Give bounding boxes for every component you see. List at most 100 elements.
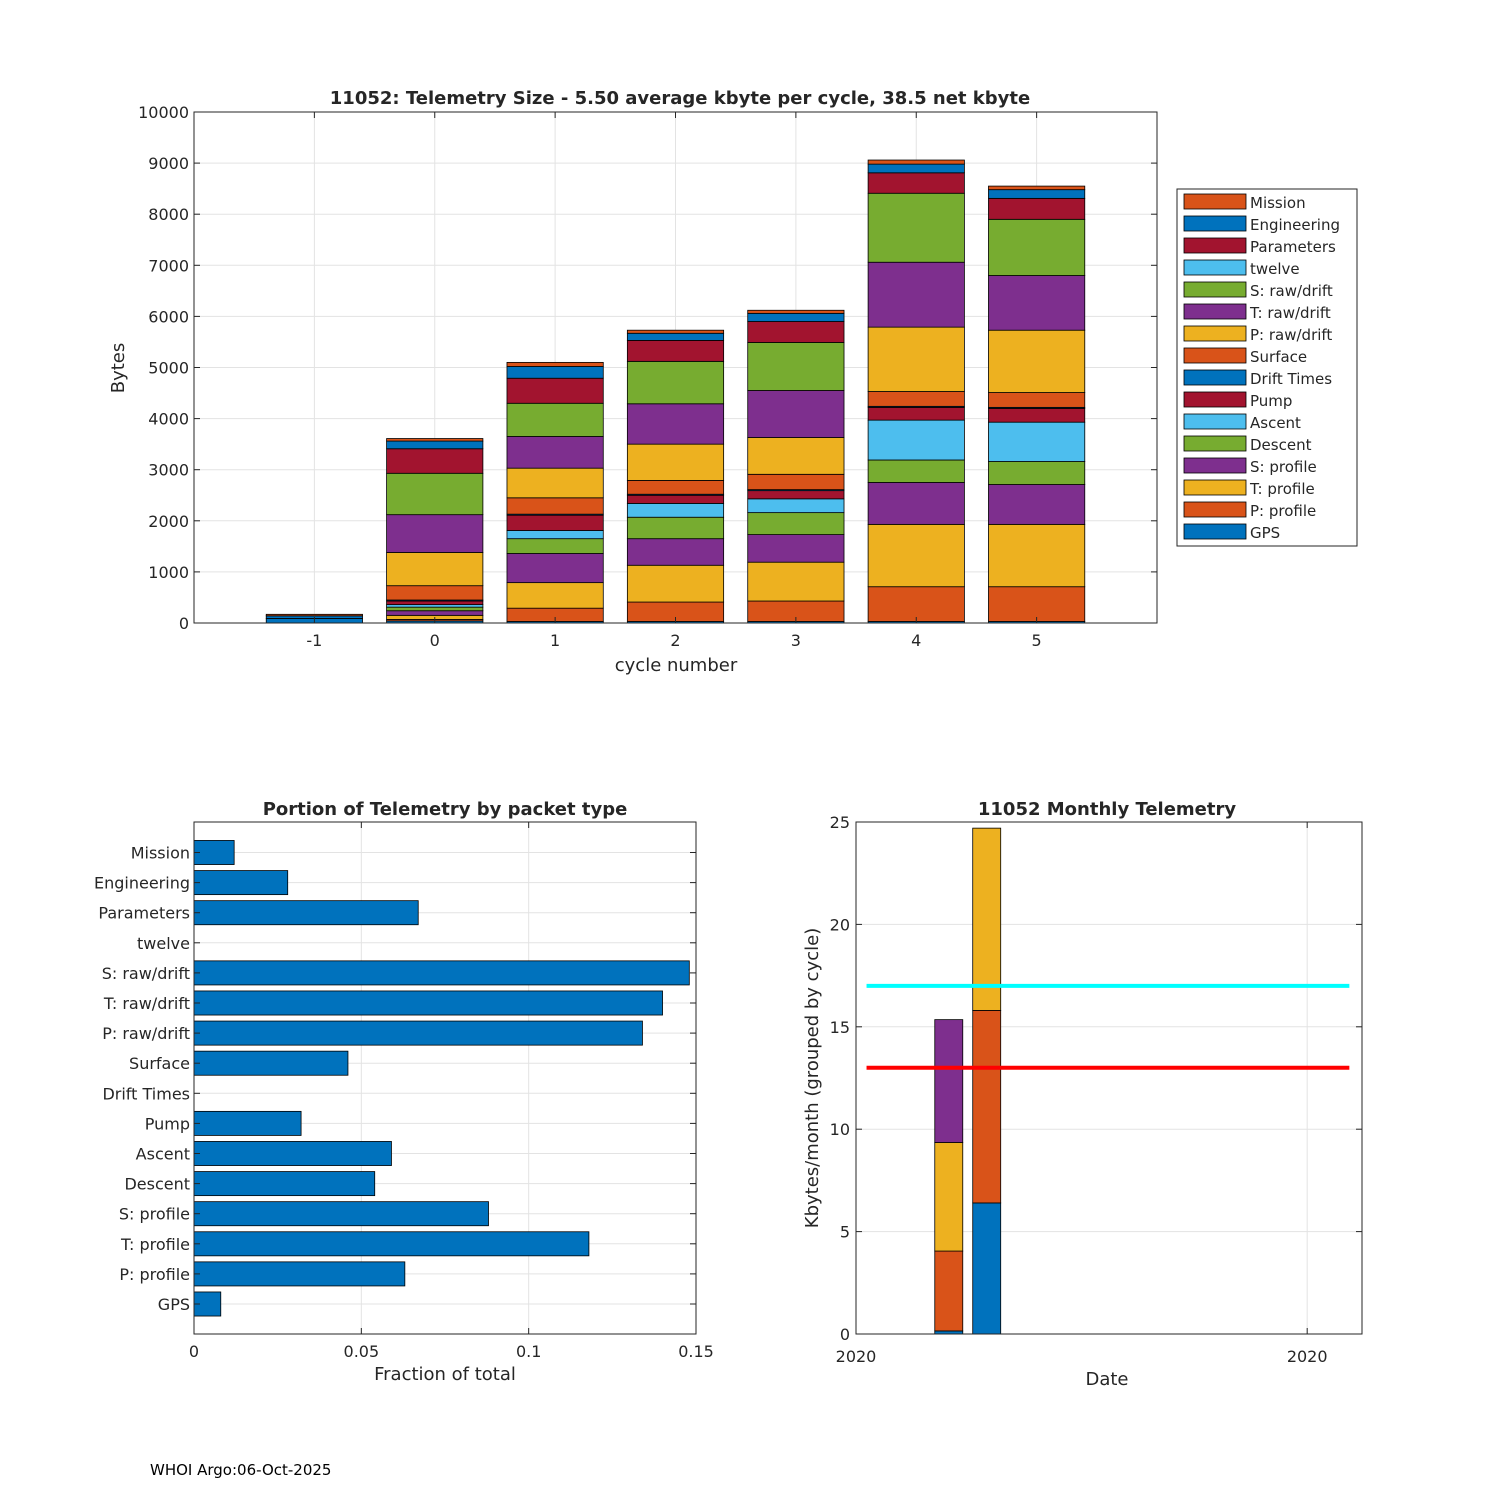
- bar-segment: [934, 1250, 964, 1332]
- bar-segment: [626, 538, 725, 566]
- chart3-xlabel: Date: [1085, 1369, 1128, 1390]
- bar: [193, 1231, 590, 1257]
- bar-segment: [972, 827, 1002, 1011]
- bar: [193, 1261, 406, 1287]
- bar-segment: [934, 1142, 964, 1252]
- bar-segment: [506, 582, 604, 609]
- y-tick-label: 25: [830, 813, 850, 832]
- y-tick-label: 3000: [148, 461, 189, 480]
- legend-entry: T: raw/drift: [1249, 304, 1331, 322]
- bar-segment: [626, 329, 725, 334]
- chart3-plot-area: [856, 822, 1362, 1334]
- bar: [193, 960, 690, 986]
- y-tick-label: 7000: [148, 256, 189, 275]
- telemetry-size-chart: 0 1000 2000 3000 4000 5000 6000 7000 8000 9000 100…: [108, 88, 1358, 676]
- legend-swatch: [1183, 523, 1247, 540]
- bar: [193, 870, 289, 896]
- legend-swatch: [1183, 193, 1247, 210]
- y-tick-label: 0: [840, 1325, 850, 1344]
- bar-segment: [867, 482, 965, 525]
- bar-segment: [988, 329, 1086, 393]
- bar-segment: [626, 443, 725, 481]
- x-tick-label: 5: [1032, 631, 1042, 650]
- category-label: Engineering: [94, 874, 190, 893]
- y-tick-label: 8000: [148, 205, 189, 224]
- bar-segment: [867, 391, 965, 407]
- bar-segment: [934, 1019, 964, 1143]
- x-tick-label: 2: [670, 631, 680, 650]
- bar-segment: [506, 514, 604, 531]
- x-tick-label: 4: [911, 631, 921, 650]
- bar: [193, 990, 663, 1016]
- bar-segment: [747, 437, 845, 475]
- bar-segment: [386, 448, 484, 474]
- bar-segment: [867, 326, 965, 392]
- bar-segment: [867, 192, 965, 263]
- y-tick-label: 20: [830, 915, 850, 934]
- bar-segment: [506, 361, 604, 367]
- bar-segment: [626, 403, 725, 445]
- legend-swatch: [1183, 501, 1247, 518]
- bar-segment: [626, 494, 725, 504]
- bar-segment: [747, 490, 845, 500]
- chart2-title: Portion of Telemetry by packet type: [263, 799, 628, 820]
- category-label: Surface: [129, 1054, 190, 1073]
- bar-segment: [626, 516, 725, 540]
- bar-segment: [626, 564, 725, 603]
- bar-segment: [506, 436, 604, 469]
- bar-segment: [747, 561, 845, 602]
- x-tick-label: 3: [791, 631, 801, 650]
- legend-entry: Drift Times: [1250, 370, 1332, 388]
- x-tick-label: 0: [430, 631, 440, 650]
- bar-segment: [988, 275, 1086, 331]
- bar-segment: [626, 480, 725, 495]
- bar-segment: [386, 585, 484, 601]
- legend-swatch: [1183, 325, 1247, 342]
- legend-entry: S: raw/drift: [1250, 282, 1333, 300]
- bar-segment: [988, 523, 1086, 588]
- x-tick-label: 0: [189, 1342, 199, 1361]
- legend-swatch: [1183, 281, 1247, 298]
- bar-segment: [747, 321, 845, 343]
- category-label: P: raw/drift: [102, 1024, 190, 1043]
- bar: [193, 900, 419, 926]
- bar-segment: [506, 497, 604, 515]
- category-label: P: profile: [119, 1265, 190, 1284]
- category-label: S: raw/drift: [102, 964, 190, 983]
- category-label: Descent: [124, 1175, 190, 1194]
- chart3-axes-box: [855, 821, 1363, 1335]
- y-tick-label: 5: [840, 1223, 850, 1242]
- bar-segment: [386, 606, 484, 612]
- category-label: Drift Times: [102, 1084, 190, 1103]
- legend-swatch: [1183, 479, 1247, 496]
- x-tick-label: 0.1: [516, 1342, 541, 1361]
- bar-segment: [506, 377, 604, 404]
- legend-entry: Mission: [1250, 194, 1306, 212]
- bar-segment: [506, 538, 604, 554]
- y-tick-label: 10: [830, 1120, 850, 1139]
- bar-segment: [988, 484, 1086, 525]
- category-label: Parameters: [98, 904, 190, 923]
- chart3-title: 11052 Monthly Telemetry: [978, 799, 1236, 820]
- chart1-ylabel: Bytes: [108, 343, 129, 394]
- legend-entry: Ascent: [1250, 414, 1301, 432]
- bar-segment: [506, 530, 604, 540]
- chart2-axes-box: [193, 821, 697, 1335]
- legend-entry: Parameters: [1250, 238, 1336, 256]
- bar-segment: [867, 586, 965, 622]
- legend-swatch: [1183, 303, 1247, 320]
- bar: [193, 1020, 643, 1046]
- bar-segment: [506, 553, 604, 584]
- bar-segment: [988, 197, 1086, 220]
- bar-segment: [867, 159, 965, 165]
- bar-segment: [988, 392, 1086, 408]
- y-tick-label: 9000: [148, 154, 189, 173]
- legend-entry: Surface: [1250, 348, 1307, 366]
- legend-swatch: [1183, 259, 1247, 276]
- bar-segment: [972, 1202, 1002, 1335]
- legend-entry: S: profile: [1250, 458, 1317, 476]
- legend-swatch: [1183, 215, 1247, 232]
- legend-swatch: [1183, 237, 1247, 254]
- category-label: T: raw/drift: [103, 994, 190, 1013]
